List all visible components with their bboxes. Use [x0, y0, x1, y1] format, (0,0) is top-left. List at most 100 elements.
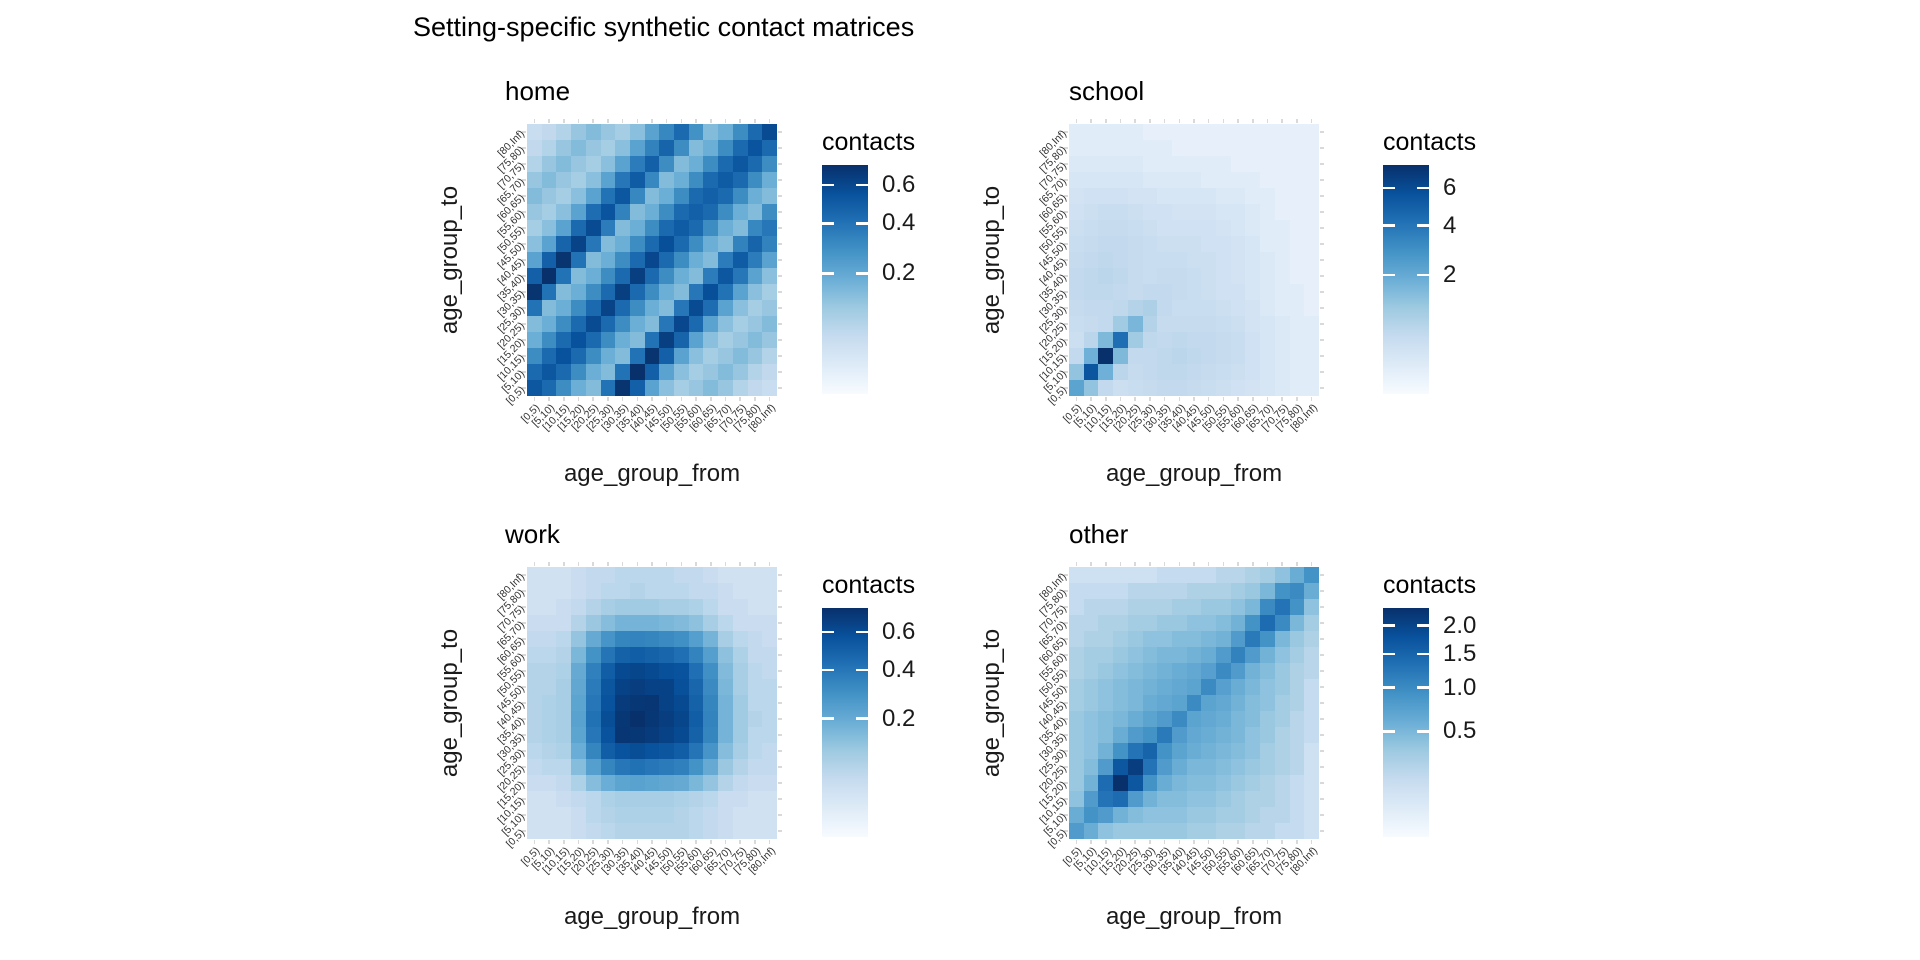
heatmap-cell: [644, 775, 660, 791]
heatmap-cell: [600, 348, 616, 364]
axis-tick-mark: [1105, 840, 1107, 844]
heatmap-cell: [762, 775, 777, 791]
axis-tick-mark: [1064, 622, 1068, 624]
heatmap-cell: [1127, 727, 1143, 743]
heatmap-cell: [674, 284, 689, 300]
axis-tick-mark: [1064, 131, 1068, 133]
heatmap-cell: [1098, 631, 1114, 647]
heatmap-cell: [1083, 711, 1099, 727]
heatmap-cell: [1083, 364, 1099, 380]
heatmap-cell: [527, 188, 542, 204]
heatmap-cell: [1127, 332, 1143, 348]
legend-tick-label: 0.5: [1443, 717, 1477, 745]
axis-tick-mark: [1207, 840, 1210, 844]
heatmap-cell: [674, 236, 689, 252]
heatmap-cell: [1274, 711, 1290, 727]
heatmap-cell: [527, 172, 542, 188]
heatmap-cell: [1069, 807, 1084, 823]
heatmap-cell: [541, 743, 557, 759]
heatmap-cell: [1201, 316, 1217, 332]
heatmap-cell: [1083, 775, 1099, 791]
heatmap-cell: [1083, 823, 1099, 839]
heatmap-cell: [659, 268, 675, 284]
axis-tick-mark: [778, 734, 782, 736]
heatmap-cell: [615, 316, 630, 332]
heatmap-cell: [703, 188, 719, 204]
heatmap-cell: [615, 268, 630, 284]
heatmap-cell: [1216, 300, 1231, 316]
heatmap-cell: [585, 172, 601, 188]
heatmap-cell: [1142, 316, 1158, 332]
heatmap-cell: [1127, 140, 1143, 156]
heatmap-cell: [1304, 380, 1319, 396]
heatmap-cell: [703, 615, 719, 631]
heatmap-cell: [644, 332, 660, 348]
heatmap-cell: [1142, 743, 1158, 759]
heatmap-cell: [541, 679, 557, 695]
heatmap-cell: [1098, 775, 1114, 791]
heatmap-cell: [1289, 188, 1305, 204]
heatmap-cell: [1171, 236, 1187, 252]
heatmap-cell: [1171, 727, 1187, 743]
legend-tick-label: 0.2: [882, 704, 916, 732]
legend-tick-mark: [1417, 730, 1429, 733]
heatmap-cell: [703, 156, 719, 172]
heatmap-cell: [1157, 172, 1172, 188]
heatmap-cell: [688, 124, 704, 140]
heatmap-cell: [600, 124, 616, 140]
heatmap-cell: [1157, 727, 1172, 743]
heatmap-cell: [1304, 647, 1319, 663]
heatmap-cell: [556, 679, 572, 695]
heatmap-cell: [674, 583, 689, 599]
heatmap-cell: [1289, 631, 1305, 647]
axis-tick-mark: [651, 840, 653, 844]
heatmap-cell: [718, 204, 733, 220]
heatmap-cell: [571, 791, 586, 807]
heatmap-cell: [585, 284, 601, 300]
axis-tick-mark: [1090, 119, 1092, 123]
heatmap-cell: [1157, 364, 1172, 380]
heatmap-cell: [1289, 759, 1305, 775]
axis-tick-mark: [1134, 562, 1136, 566]
heatmap-cell: [1260, 236, 1275, 252]
heatmap-cell: [1245, 316, 1261, 332]
heatmap-cell: [688, 679, 704, 695]
axis-tick-mark: [1296, 397, 1298, 401]
heatmap-cell: [571, 140, 586, 156]
heatmap-cell: [1186, 316, 1202, 332]
heatmap-cell: [1069, 332, 1084, 348]
legend-tick-mark: [1383, 652, 1395, 656]
heatmap-cell: [1098, 567, 1114, 583]
heatmap-cell: [659, 615, 675, 631]
heatmap-cell: [1201, 583, 1217, 599]
heatmap-cell: [1142, 679, 1158, 695]
heatmap-cell: [762, 599, 777, 615]
heatmap-cell: [571, 727, 586, 743]
heatmap-cell: [571, 679, 586, 695]
axis-tick-mark: [665, 840, 668, 844]
legend-colorbar: [822, 165, 868, 394]
heatmap-cell: [1274, 140, 1290, 156]
heatmap-cell: [1142, 727, 1158, 743]
heatmap-cell: [1274, 583, 1290, 599]
heatmap-cell: [1098, 663, 1114, 679]
heatmap-cell: [571, 124, 586, 140]
heatmap-cell: [1142, 380, 1158, 396]
heatmap-cell: [644, 567, 660, 583]
heatmap-cell: [1274, 124, 1290, 140]
panel-title-school: school: [1069, 76, 1145, 106]
axis-tick-mark: [548, 562, 550, 566]
heatmap-cell: [556, 124, 572, 140]
axis-tick-mark: [1296, 119, 1298, 123]
heatmap-cell: [674, 124, 689, 140]
heatmap-cell: [1274, 599, 1290, 615]
heatmap-cell: [1230, 663, 1246, 679]
axis-tick-mark: [1064, 574, 1068, 576]
heatmap-cell: [718, 332, 733, 348]
heatmap-cell: [527, 348, 542, 364]
heatmap-cell: [732, 380, 748, 396]
axis-tick-mark: [1320, 195, 1324, 197]
heatmap-cell: [674, 647, 689, 663]
axis-tick-mark: [522, 686, 526, 688]
heatmap-cell: [556, 743, 572, 759]
